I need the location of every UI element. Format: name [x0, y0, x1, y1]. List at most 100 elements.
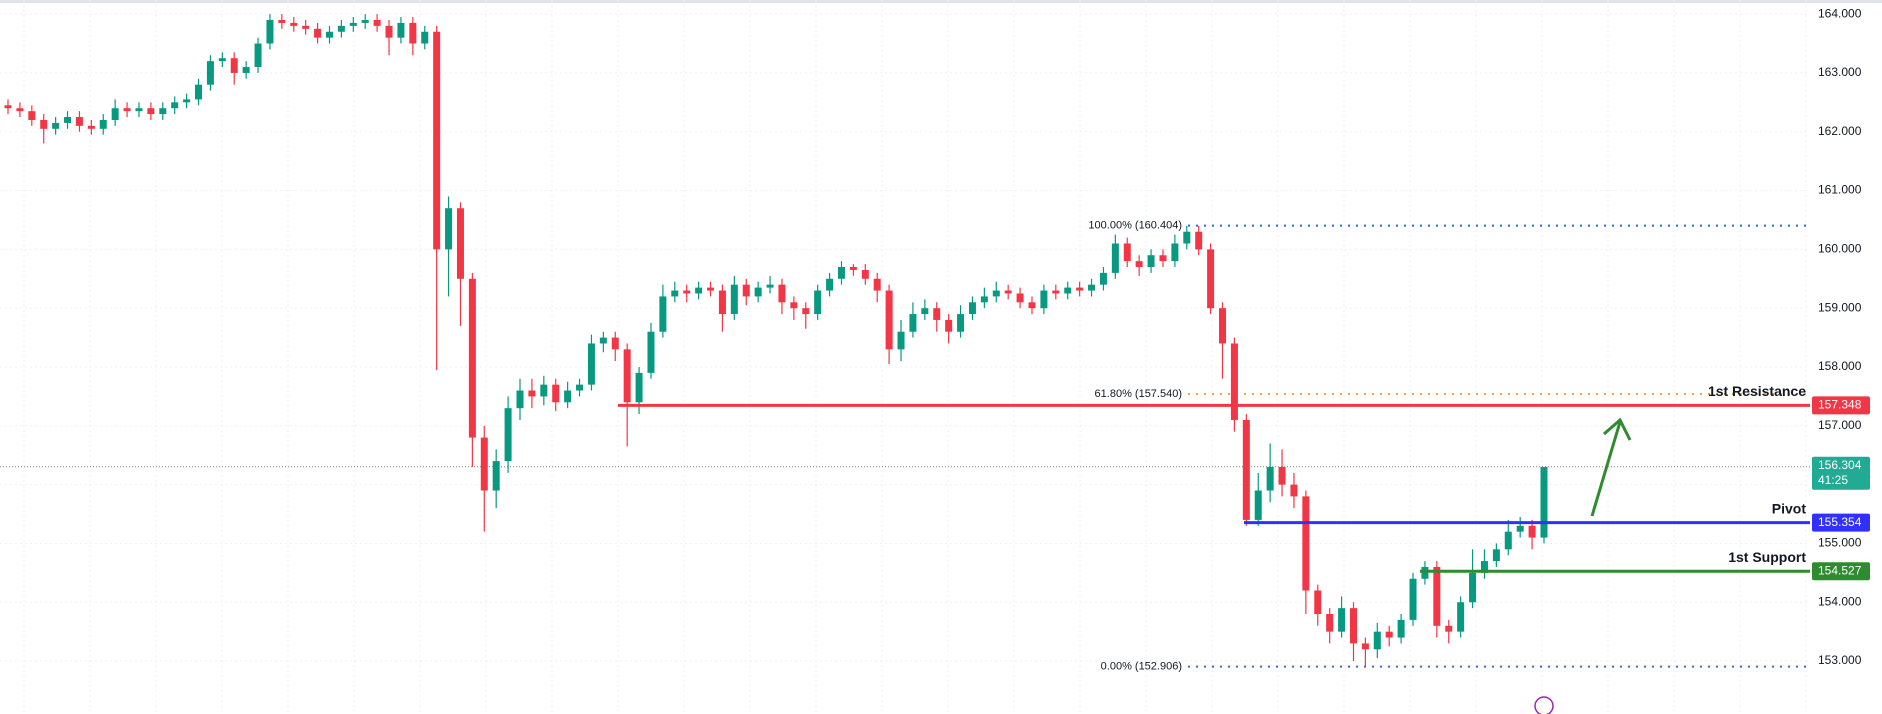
- y-tick-label: 157.000: [1818, 418, 1862, 432]
- candle-body: [576, 384, 584, 391]
- level-label: 1st Resistance: [1708, 383, 1806, 399]
- candle-body: [1469, 572, 1477, 603]
- candle-body: [1433, 566, 1441, 626]
- candle-body: [611, 337, 619, 350]
- candle-body: [87, 125, 95, 129]
- candle-body: [718, 290, 726, 315]
- candle-body: [16, 108, 24, 112]
- candle-body: [147, 108, 155, 115]
- candle-body: [218, 58, 226, 62]
- candle-body: [1421, 566, 1429, 579]
- candle-body: [957, 314, 965, 332]
- candle-body: [778, 284, 786, 303]
- candle-body: [968, 302, 976, 315]
- candle-body: [861, 269, 869, 279]
- candle-body: [1135, 261, 1143, 268]
- fib-label: 0.00% (152.906): [1101, 661, 1182, 673]
- candle-body: [123, 108, 131, 112]
- candle-body: [349, 22, 357, 26]
- y-tick-label: 162.000: [1818, 124, 1862, 138]
- candle-body: [1207, 249, 1215, 309]
- arrow: [1590, 421, 1622, 517]
- candle-body: [826, 278, 834, 291]
- candle-body: [171, 102, 179, 109]
- y-tick-label: 164.000: [1818, 6, 1862, 20]
- level-label: Pivot: [1772, 500, 1807, 516]
- candle-body: [992, 290, 1000, 297]
- candle-body: [159, 108, 167, 115]
- candle-body: [468, 278, 476, 438]
- candle-body: [1016, 293, 1024, 303]
- candle-body: [373, 19, 381, 26]
- candle-body: [361, 19, 369, 23]
- candle-body: [1040, 290, 1048, 309]
- candle-body: [564, 390, 572, 403]
- candle-body: [647, 331, 655, 373]
- candle-body: [766, 284, 774, 288]
- price-box-label: 157.348: [1818, 398, 1862, 412]
- candle-body: [1361, 643, 1369, 650]
- candle-body: [1540, 466, 1548, 538]
- candle-body: [278, 19, 286, 23]
- y-tick-label: 163.000: [1818, 65, 1862, 79]
- y-tick-label: 155.000: [1818, 536, 1862, 550]
- candle-body: [40, 119, 48, 129]
- candle-body: [587, 343, 595, 385]
- price-box: [1812, 513, 1870, 532]
- candle-body: [206, 61, 214, 85]
- candle-body: [1504, 531, 1512, 550]
- candle-body: [1230, 343, 1238, 420]
- fib-label: 100.00% (160.404): [1088, 220, 1182, 232]
- candle-body: [1373, 631, 1381, 650]
- candle-body: [1111, 243, 1119, 273]
- candle-body: [492, 461, 500, 491]
- candle-body: [409, 22, 417, 44]
- candle-body: [1338, 608, 1346, 632]
- candle-body: [802, 308, 810, 315]
- candle-body: [659, 296, 667, 332]
- candle-body: [1159, 255, 1167, 262]
- candle-body: [1219, 308, 1227, 344]
- candle-body: [111, 108, 119, 120]
- candle-body: [1254, 490, 1262, 520]
- candle-body: [1492, 549, 1500, 562]
- candle-body: [599, 337, 607, 344]
- candle-body: [980, 296, 988, 303]
- candle-body: [433, 31, 441, 250]
- candle-body: [1183, 231, 1191, 244]
- y-tick-label: 158.000: [1818, 359, 1862, 373]
- candle-body: [837, 267, 845, 279]
- candle-body: [814, 290, 822, 315]
- candle-body: [933, 308, 941, 320]
- candle-body: [266, 19, 274, 44]
- last-price-label: 156.304: [1818, 458, 1862, 472]
- price-box: [1812, 562, 1870, 581]
- candle-body: [325, 31, 333, 38]
- candle-body: [242, 67, 250, 73]
- candle-body: [849, 267, 857, 270]
- countdown-label: 41:25: [1818, 473, 1848, 487]
- candle-body: [754, 287, 762, 297]
- candle-body: [528, 390, 536, 397]
- candle-body: [921, 308, 929, 315]
- y-tick-label: 154.000: [1818, 594, 1862, 608]
- candle-body: [64, 117, 72, 123]
- candle-body: [230, 58, 238, 73]
- candle-body: [909, 314, 917, 332]
- y-tick-label: 160.000: [1818, 242, 1862, 256]
- y-tick-label: 159.000: [1818, 300, 1862, 314]
- candle-body: [314, 28, 322, 38]
- candle-body: [337, 25, 345, 32]
- candle-body: [4, 105, 12, 109]
- candle-body: [730, 284, 738, 315]
- candle-body: [1123, 243, 1131, 262]
- event-icon[interactable]: [1534, 696, 1554, 714]
- candle-body: [1171, 243, 1179, 262]
- candle-body: [1147, 255, 1155, 268]
- candle-body: [385, 25, 393, 38]
- candle-body: [1528, 525, 1536, 538]
- candle-body: [1064, 287, 1072, 294]
- candle-body: [195, 84, 203, 100]
- candle-body: [1099, 272, 1107, 285]
